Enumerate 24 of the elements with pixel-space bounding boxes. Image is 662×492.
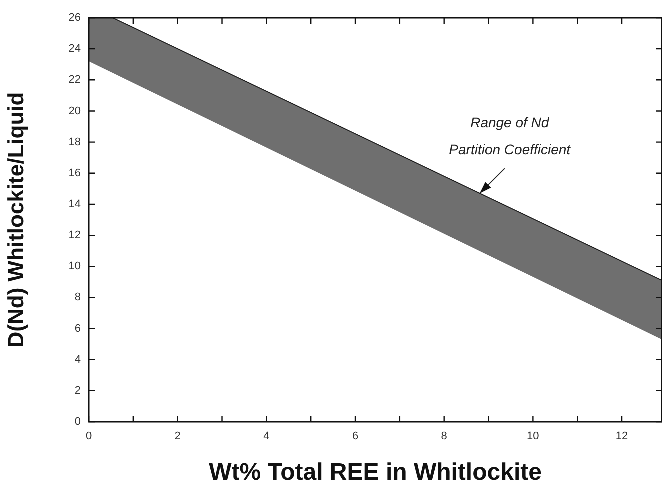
y-tick-label: 22 [68,74,81,86]
x-axis-title: Wt% Total REE in Whitlockite [209,459,542,486]
y-tick-label: 14 [68,198,81,210]
y-tick-label: 0 [74,416,81,428]
x-tick-label: 4 [264,430,270,443]
y-tick-label: 20 [68,105,81,118]
y-tick-label: 24 [68,43,81,56]
y-tick-label: 26 [68,12,81,24]
x-tick-label: 6 [352,430,359,443]
x-tick-label: 10 [527,430,540,443]
y-tick-label: 2 [74,384,81,397]
x-tick-label: 0 [86,430,92,443]
y-axis-title: D(Nd) Whitlockite/Liquid [3,92,28,348]
annotation: Range of Nd Partition Coefficient [449,114,572,158]
y-tick-label: 10 [68,260,81,273]
x-tick-label: 12 [616,430,628,443]
y-tick-label: 12 [68,230,81,242]
y-tick-label: 18 [68,136,81,148]
y-tick-label: 8 [74,292,81,304]
y-tick-label: 6 [74,322,81,335]
y-tick-label: 4 [74,354,81,366]
y-tick-label: 16 [68,167,81,180]
x-tick-label: 2 [174,430,181,443]
x-tick-label: 8 [441,430,448,443]
